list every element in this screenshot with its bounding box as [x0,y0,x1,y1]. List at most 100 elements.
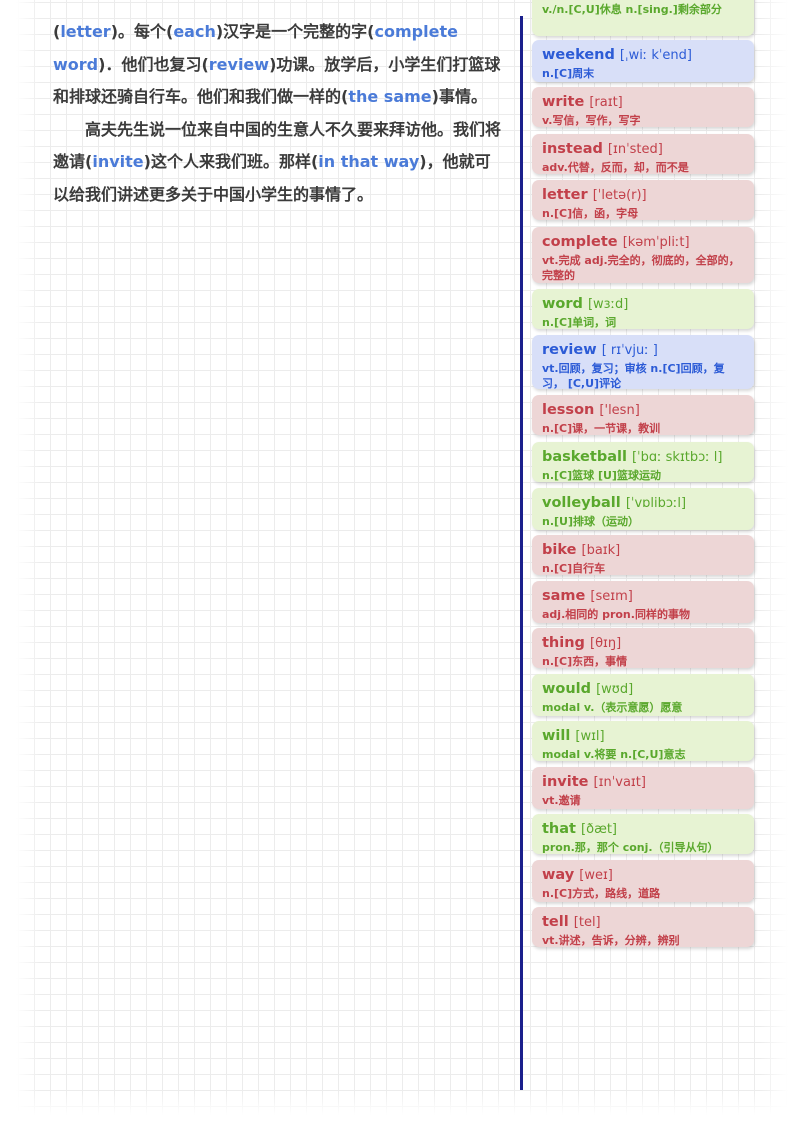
vocab-headline: weekend [ˌwiː kˈend] [542,45,744,66]
vocab-phonetic: [θɪŋ] [590,636,622,651]
vocab-card-way: way [weɪ] n.[C]方式，路线，道路 [532,860,754,902]
vocab-phonetic: [tel] [573,915,601,930]
vocab-definition: vt.回顾，复习；审核 n.[C]回顾，复习， [C,U]评论 [542,362,725,390]
vocab-card-will: will [wɪl] modal v.将要 n.[C,U]意志 [532,721,754,761]
passage-text-run: )．他们也复习( [98,54,209,74]
vocab-definition: n.[C]单词，词 [542,316,617,329]
vocab-definition: modal v.（表示意愿）愿意 [542,701,683,714]
vocab-card-that: that [ðæt] pron.那，那个 conj.（引导从句） [532,814,754,854]
keyword-highlight: the same [348,87,432,106]
vocab-headline: instead [ɪnˈsted] [542,139,744,160]
passage-text-run: ( [53,22,61,41]
passage-paragraph-2: 高夫先生说一位来自中国的生意人不久要来拜访他。我们将邀请(invite)这个人来… [53,114,505,212]
vocab-headline: invite [ɪnˈvaɪt] [542,772,744,793]
vocab-definition: v.写信，写作，写字 [542,114,641,127]
vocab-word: bike [542,542,577,558]
vocab-headline: letter [ˈletə(r)] [542,185,744,206]
vocab-card-review: review [ rɪˈvjuː ] vt.回顾，复习；审核 n.[C]回顾，复习… [532,335,754,390]
grid-fade-right [760,0,800,1132]
passage-text-run: )汉字是一个完整的字( [215,22,375,41]
vocab-definition: n.[U]排球（运动） [542,515,639,528]
vocab-card-bike: bike [baɪk] n.[C]自行车 [532,535,754,575]
vocab-definition: vt.讲述，告诉，分辨，辨别 [542,934,680,947]
vocab-definition: pron.那，那个 conj.（引导从句） [542,841,719,854]
vocab-word: thing [542,635,585,651]
vocab-definition: n.[C]信，函，字母 [542,207,639,220]
vocab-definition: vt.邀请 [542,794,581,807]
vocab-word: invite [542,774,589,790]
keyword-highlight: letter [60,22,111,41]
vocab-headline: basketball [ˈbɑː skɪtbɔː l] [542,447,744,468]
vocab-word: same [542,588,586,604]
vocab-phonetic: [ɪnˈvaɪt] [593,775,646,790]
vocab-phonetic: [seɪm] [590,589,633,604]
vocab-card-would: would [wʊd] modal v.（表示意愿）愿意 [532,674,754,716]
vocab-phonetic: [kəmˈpliːt] [622,235,690,250]
vocab-headline: volleyball [ˈvɒlibɔːl] [542,493,744,514]
vocab-word: complete [542,234,618,250]
vocab-word: basketball [542,449,627,465]
passage-paragraph-1: (letter)。每个(each)汉字是一个完整的字(complete word… [53,16,505,114]
vocab-card-weekend: weekend [ˌwiː kˈend] n.[C]周末 [532,40,754,82]
vocab-word: would [542,681,592,697]
keyword-highlight: complete word [53,22,458,74]
vocab-definition: n.[C]东西，事情 [542,655,628,668]
vocab-card-thing: thing [θɪŋ] n.[C]东西，事情 [532,628,754,668]
vocab-card-partial: v./n.[C,U]休息 n.[sing.]剩余部分 [532,0,754,36]
vocab-phonetic: [ˈbɑː skɪtbɔː l] [631,450,723,465]
vocab-word: write [542,94,585,110]
vocab-phonetic: [raɪt] [589,95,623,110]
vocab-headline: complete [kəmˈpliːt] [542,232,744,253]
passage-text-run: )。每个( [110,22,174,41]
vocab-card-write: write [raɪt] v.写信，写作，写字 [532,87,754,127]
vocab-definition: n.[C]周末 [542,67,595,80]
vocab-phonetic: [ˈvɒlibɔːl] [625,496,687,511]
keyword-highlight: in that way [318,152,420,171]
grid-fade-left [0,0,40,1132]
grid-fade-bottom [0,1090,800,1132]
vocab-headline: word [wɜːd] [542,294,744,315]
vocab-phonetic: [weɪ] [579,868,613,883]
vocab-word: will [542,728,571,744]
vocab-phonetic: [ˈletə(r)] [592,188,647,203]
vocab-headline: thing [θɪŋ] [542,633,744,654]
vocab-card-letter: letter [ˈletə(r)] n.[C]信，函，字母 [532,180,754,220]
vocab-card-tell: tell [tel] vt.讲述，告诉，分辨，辨别 [532,907,754,947]
vocab-headline: that [ðæt] [542,819,744,840]
passage-text-run: )功课。放学后，小学生们打篮球和排球还骑自行车。他们和我们做一样的( [53,54,501,107]
vocab-headline: review [ rɪˈvjuː ] [542,340,744,361]
vocab-phonetic: [ˌwiː kˈend] [619,48,692,63]
vocab-word: that [542,821,576,837]
passage-text-run: )这个人来我们班。那样( [143,152,319,171]
vocab-definition: adv.代替，反而，却，而不是 [542,161,689,174]
vocab-definition: v./n.[C,U]休息 n.[sing.]剩余部分 [542,3,722,16]
vocab-word: word [542,296,583,312]
vocab-word: tell [542,914,569,930]
vocab-phonetic: [wɜːd] [587,297,629,312]
vocab-card-invite: invite [ɪnˈvaɪt] vt.邀请 [532,767,754,809]
vocab-card-same: same [seɪm] adj.相同的 pron.同样的事物 [532,581,754,623]
vocab-card-lesson: lesson ['lesn] n.[C]课，一节课，教训 [532,395,754,435]
vocab-definition: vt.完成 adj.完全的，彻底的，全部的，完整的 [542,254,740,282]
vocab-headline: same [seɪm] [542,586,744,607]
column-divider [520,16,523,1090]
vocab-phonetic: [baɪk] [581,543,621,558]
vocab-phonetic: [ɪnˈsted] [607,142,663,157]
vocab-headline: would [wʊd] [542,679,744,700]
vocab-headline: write [raɪt] [542,92,744,113]
keyword-highlight: invite [92,152,144,171]
vocab-phonetic: [ðæt] [581,822,618,837]
vocab-definition: n.[C]篮球 [U]篮球运动 [542,469,661,482]
vocab-phonetic: [ rɪˈvjuː ] [601,343,658,358]
vocab-phonetic: [wʊd] [596,682,634,697]
vocab-headline: way [weɪ] [542,865,744,886]
vocab-card-complete: complete [kəmˈpliːt] vt.完成 adj.完全的，彻底的，全部… [532,227,754,283]
passage-text-run: )，他就可以给我们讲述更多关于中国小学生的事情了。 [53,152,491,204]
vocab-headline: lesson ['lesn] [542,400,744,421]
vocab-word: review [542,342,597,358]
vocab-definition: adj.相同的 pron.同样的事物 [542,608,690,621]
vocab-definition: n.[C]课，一节课，教训 [542,422,661,435]
vocab-word: volleyball [542,495,621,511]
passage-text: (letter)。每个(each)汉字是一个完整的字(complete word… [53,16,505,211]
vocab-card-word: word [wɜːd] n.[C]单词，词 [532,289,754,329]
